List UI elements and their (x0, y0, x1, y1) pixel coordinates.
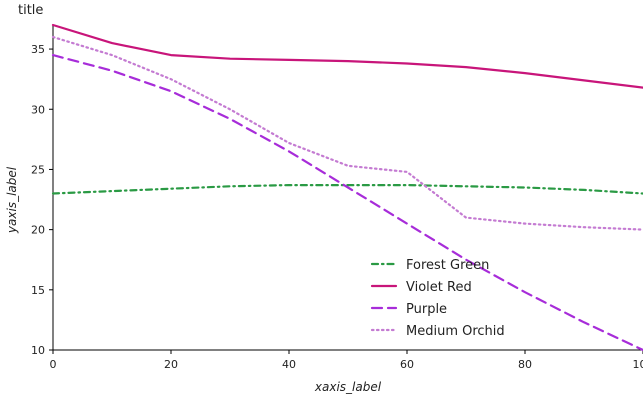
y-axis-title: yaxis_label (5, 166, 19, 234)
axes: 10 15 20 25 30 35 0 20 40 60 80 100 (31, 25, 643, 371)
x-tick-label: 100 (633, 358, 643, 371)
legend: Forest Green Violet Red Purple Medium Orchi… (370, 258, 505, 339)
y-tick-label: 20 (31, 224, 45, 237)
x-tick-label: 60 (400, 358, 414, 371)
legend-label-medium-orchid: Medium Orchid (406, 324, 505, 339)
y-tick-label: 30 (31, 103, 45, 116)
y-tick-label: 25 (31, 163, 45, 176)
x-tick-label: 20 (164, 358, 178, 371)
chart-title: title (18, 3, 43, 18)
legend-label-forest-green: Forest Green (406, 258, 489, 273)
series-line-purple (51, 54, 643, 352)
plot-area (51, 23, 643, 352)
legend-label-violet-red: Violet Red (406, 280, 472, 295)
x-tick-label: 40 (282, 358, 296, 371)
y-tick-label: 15 (31, 284, 45, 297)
series-line-medium-orchid (51, 35, 643, 231)
legend-label-purple: Purple (406, 302, 447, 317)
series-line-violet-red (51, 23, 643, 89)
y-tick-label: 35 (31, 43, 45, 56)
x-tick-label: 80 (518, 358, 532, 371)
y-tick-label: 10 (31, 344, 45, 357)
x-axis-title: xaxis_label (314, 380, 382, 394)
series-line-forest-green (51, 184, 643, 195)
x-tick-label: 0 (50, 358, 57, 371)
